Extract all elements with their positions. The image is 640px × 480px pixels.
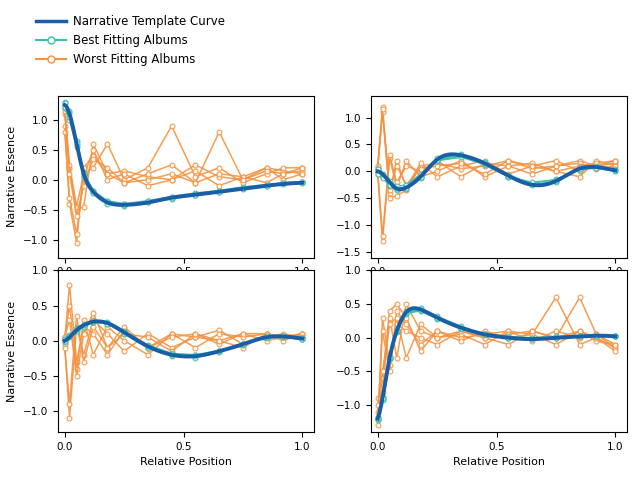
Legend: Narrative Template Curve, Best Fitting Albums, Worst Fitting Albums: Narrative Template Curve, Best Fitting A… [31,11,230,71]
Y-axis label: Narrative Essence: Narrative Essence [7,300,17,402]
X-axis label: Relative Position: Relative Position [453,457,545,467]
X-axis label: Relative Position: Relative Position [140,457,232,467]
Y-axis label: Narrative Essence: Narrative Essence [7,126,17,228]
